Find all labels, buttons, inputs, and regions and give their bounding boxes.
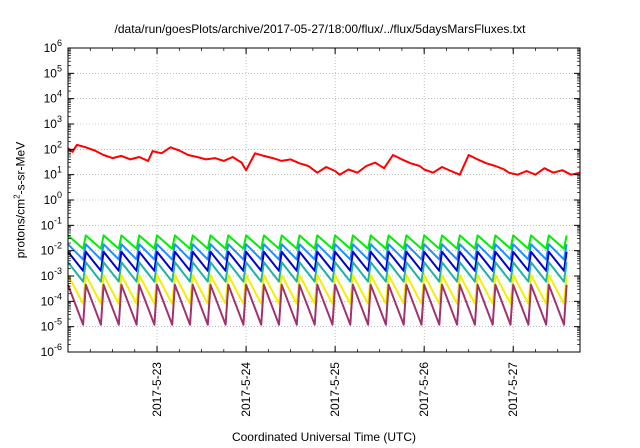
series-line-6 xyxy=(67,274,568,305)
y-tick-label: 10-2 xyxy=(41,241,62,258)
y-tick-label: 100 xyxy=(44,190,62,207)
y-axis-label: protons/cm2-s-sr-MeV xyxy=(12,141,28,259)
series-line-4 xyxy=(67,250,568,272)
series-line-3 xyxy=(67,243,568,261)
series-line-2 xyxy=(67,234,568,250)
y-tick-label: 10-3 xyxy=(41,266,62,283)
y-tick-label: 10-1 xyxy=(41,215,62,232)
x-tick-label: 2017-5-24 xyxy=(239,362,253,417)
y-tick-label: 105 xyxy=(44,63,62,80)
x-tick-label: 2017-5-26 xyxy=(417,362,431,417)
y-tick-label: 10-4 xyxy=(41,291,62,308)
x-axis-ticks: 2017-5-23 2017-5-24 2017-5-25 2017-5-26 2017… xyxy=(67,48,581,417)
y-tick-label: 104 xyxy=(44,89,62,106)
x-tick-label: 2017-5-27 xyxy=(506,362,520,417)
y-tick-label: 101 xyxy=(44,165,62,182)
x-axis-label: Coordinated Universal Time (UTC) xyxy=(231,430,417,444)
series-line-5 xyxy=(67,261,568,283)
series-lines xyxy=(67,143,581,326)
chart-title: /data/run/goesPlots/archive/2017-05-27/1… xyxy=(114,22,526,36)
y-tick-label: 10-6 xyxy=(41,342,62,359)
y-tick-label: 102 xyxy=(44,139,62,156)
x-tick-label: 2017-5-25 xyxy=(328,362,342,417)
y-axis-ticks: 10-6 10-5 10-4 10-3 10-2 10-1 100 101 102 103 104 1… xyxy=(41,38,580,359)
x-tick-label: 2017-5-23 xyxy=(150,362,164,417)
y-tick-label: 106 xyxy=(44,38,62,55)
y-tick-label: 10-5 xyxy=(41,317,62,334)
series-line-7 xyxy=(67,283,568,326)
y-tick-label: 103 xyxy=(44,114,62,131)
series-line-1 xyxy=(67,143,581,176)
